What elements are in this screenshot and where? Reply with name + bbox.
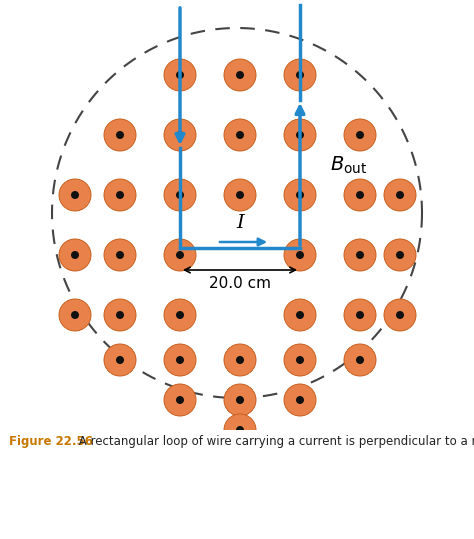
Circle shape (104, 119, 136, 151)
Circle shape (236, 71, 244, 79)
Circle shape (356, 356, 364, 364)
Circle shape (396, 191, 404, 199)
Circle shape (164, 384, 196, 416)
Text: $\mathit{B}_\mathrm{out}$: $\mathit{B}_\mathrm{out}$ (330, 154, 367, 176)
Circle shape (176, 396, 184, 404)
Circle shape (384, 179, 416, 211)
Text: I: I (236, 214, 244, 232)
Circle shape (356, 131, 364, 139)
Circle shape (59, 299, 91, 331)
Circle shape (176, 311, 184, 319)
Circle shape (104, 299, 136, 331)
Circle shape (284, 59, 316, 91)
Circle shape (164, 59, 196, 91)
Circle shape (356, 311, 364, 319)
Circle shape (116, 191, 124, 199)
Circle shape (224, 119, 256, 151)
Circle shape (344, 239, 376, 271)
Circle shape (356, 251, 364, 259)
Circle shape (104, 344, 136, 376)
Circle shape (296, 356, 304, 364)
Circle shape (236, 396, 244, 404)
Circle shape (284, 239, 316, 271)
Circle shape (224, 344, 256, 376)
Circle shape (236, 191, 244, 199)
Circle shape (296, 396, 304, 404)
Circle shape (164, 119, 196, 151)
Circle shape (59, 179, 91, 211)
Circle shape (296, 71, 304, 79)
Text: 20.0 cm: 20.0 cm (209, 276, 271, 291)
Circle shape (356, 191, 364, 199)
Circle shape (284, 384, 316, 416)
Circle shape (236, 131, 244, 139)
Circle shape (224, 179, 256, 211)
Circle shape (344, 344, 376, 376)
Circle shape (296, 191, 304, 199)
Circle shape (236, 426, 244, 434)
Circle shape (71, 251, 79, 259)
Circle shape (396, 251, 404, 259)
Circle shape (71, 191, 79, 199)
Circle shape (104, 179, 136, 211)
Circle shape (384, 239, 416, 271)
Circle shape (284, 179, 316, 211)
Circle shape (176, 191, 184, 199)
Circle shape (164, 239, 196, 271)
Circle shape (176, 131, 184, 139)
Circle shape (296, 251, 304, 259)
Circle shape (384, 299, 416, 331)
Circle shape (344, 119, 376, 151)
Circle shape (224, 59, 256, 91)
Circle shape (176, 356, 184, 364)
Circle shape (71, 311, 79, 319)
Circle shape (116, 251, 124, 259)
Circle shape (176, 251, 184, 259)
Circle shape (284, 119, 316, 151)
Circle shape (236, 356, 244, 364)
Circle shape (296, 131, 304, 139)
Circle shape (224, 414, 256, 446)
Circle shape (296, 311, 304, 319)
Circle shape (116, 356, 124, 364)
Circle shape (224, 384, 256, 416)
Circle shape (116, 131, 124, 139)
Circle shape (396, 311, 404, 319)
Circle shape (164, 299, 196, 331)
Circle shape (344, 299, 376, 331)
Circle shape (164, 344, 196, 376)
Circle shape (176, 71, 184, 79)
Circle shape (116, 311, 124, 319)
Text: Figure 22.56: Figure 22.56 (9, 436, 93, 448)
Circle shape (164, 179, 196, 211)
Circle shape (59, 239, 91, 271)
Circle shape (284, 344, 316, 376)
Circle shape (104, 239, 136, 271)
Circle shape (284, 299, 316, 331)
Circle shape (344, 179, 376, 211)
Text: A rectangular loop of wire carrying a current is perpendicular to a magnetic fie: A rectangular loop of wire carrying a cu… (75, 436, 474, 448)
